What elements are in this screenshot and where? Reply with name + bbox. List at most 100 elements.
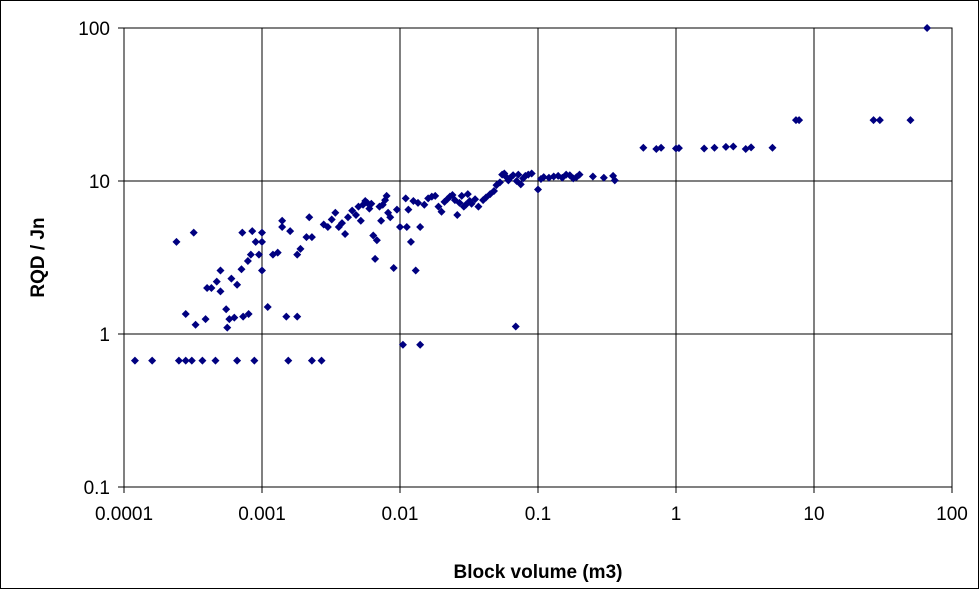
x-tick-label: 0.001: [238, 504, 286, 525]
data-point: [431, 191, 440, 200]
data-point: [222, 305, 231, 314]
data-point: [233, 356, 242, 365]
data-point: [284, 356, 293, 365]
x-tick-label: 0.1: [525, 504, 551, 525]
data-point: [331, 208, 340, 217]
data-point: [258, 266, 266, 275]
data-point: [227, 274, 236, 283]
data-point: [251, 237, 260, 246]
data-point: [471, 195, 480, 204]
data-point: [377, 216, 386, 225]
data-point: [768, 143, 777, 152]
y-axis-ticks: 100 10 1 0.1: [78, 19, 124, 499]
data-point: [527, 169, 536, 178]
data-point: [344, 213, 353, 222]
data-point: [509, 171, 518, 180]
data-point: [356, 216, 365, 225]
data-point: [263, 303, 272, 312]
data-point: [201, 315, 210, 324]
data-point: [237, 265, 246, 274]
data-point: [463, 190, 472, 199]
data-point: [369, 231, 378, 240]
data-point: [389, 264, 398, 273]
data-point: [327, 215, 336, 224]
data-point: [305, 213, 314, 222]
grid-lines: [123, 27, 953, 488]
data-point: [657, 143, 666, 152]
data-point: [148, 356, 157, 365]
data-point: [233, 280, 242, 289]
data-point: [516, 180, 525, 189]
x-axis-ticks: 0.0001 0.001 0.01 0.1 1 10 100: [95, 487, 968, 525]
data-point: [317, 356, 326, 365]
data-point: [367, 199, 376, 208]
data-point: [307, 233, 316, 242]
data-point: [371, 254, 380, 263]
data-point: [721, 142, 730, 151]
x-tick-label: 0.01: [382, 504, 419, 525]
data-point: [286, 227, 295, 236]
data-point: [238, 228, 247, 237]
data-point: [302, 233, 311, 242]
data-point: [386, 213, 395, 222]
data-point: [588, 172, 597, 181]
data-point: [243, 257, 252, 266]
data-point: [207, 283, 216, 292]
y-tick-label: 10: [89, 172, 110, 193]
data-point: [258, 228, 266, 237]
x-tick-label: 10: [803, 504, 824, 525]
data-point: [402, 223, 411, 232]
x-tick-label: 100: [936, 504, 968, 525]
data-point: [398, 340, 407, 349]
data-point: [710, 143, 719, 152]
data-point: [181, 310, 190, 319]
data-point: [416, 340, 425, 349]
data-point: [216, 287, 225, 296]
y-tick-label: 100: [78, 19, 110, 40]
x-axis-title: Block volume (m3): [454, 562, 623, 583]
data-point: [453, 210, 462, 219]
data-point: [248, 227, 257, 236]
data-point: [189, 228, 198, 237]
data-point: [230, 313, 239, 322]
data-point: [130, 356, 139, 365]
data-point: [729, 142, 738, 151]
data-point: [413, 198, 422, 207]
data-point: [923, 24, 932, 32]
data-point: [307, 356, 316, 365]
data-point: [246, 250, 255, 259]
data-point: [323, 223, 332, 232]
data-point: [278, 216, 287, 225]
data-point: [172, 237, 181, 246]
data-point: [674, 144, 683, 153]
data-point: [223, 323, 232, 332]
data-point: [875, 116, 884, 125]
data-point: [437, 207, 446, 216]
data-point: [191, 320, 200, 329]
data-point: [382, 191, 391, 200]
data-point: [534, 185, 542, 194]
data-point: [490, 187, 499, 196]
data-point: [352, 210, 361, 219]
data-point: [599, 173, 608, 182]
data-point: [181, 356, 190, 365]
data-point: [372, 236, 381, 245]
data-point: [457, 191, 466, 200]
data-point: [411, 266, 420, 275]
data-point: [273, 248, 282, 257]
data-point: [293, 312, 302, 321]
data-point: [474, 202, 483, 211]
x-tick-label: 1: [671, 504, 682, 525]
data-point: [539, 173, 548, 182]
data-point: [187, 356, 196, 365]
data-point: [278, 223, 287, 232]
data-point: [416, 223, 425, 232]
data-point: [250, 356, 259, 365]
data-point: [455, 198, 464, 207]
data-points: [130, 24, 932, 365]
data-point: [495, 178, 504, 187]
data-point: [338, 219, 347, 228]
data-point: [348, 206, 357, 215]
data-point: [404, 205, 413, 214]
